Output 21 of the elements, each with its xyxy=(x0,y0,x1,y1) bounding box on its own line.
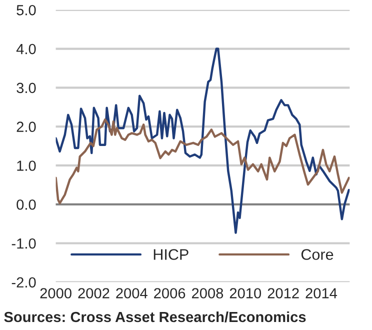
x-tick-label: 2012 xyxy=(268,288,299,298)
line-series xyxy=(56,48,350,234)
y-tick-label: -2.0 xyxy=(12,277,36,288)
x-tick-label: 2010 xyxy=(230,288,262,298)
y-tick-label: -1.0 xyxy=(12,238,36,249)
y-tick-label: 2.0 xyxy=(16,122,36,132)
y-tick-label: 5.0 xyxy=(16,5,36,16)
line-series xyxy=(56,118,350,204)
y-tick-label: 3.0 xyxy=(16,82,36,94)
legend-label: Core xyxy=(301,249,334,260)
y-tick-label: 1.0 xyxy=(17,160,36,171)
x-tick-label: 2004 xyxy=(116,288,148,298)
legend-label: HICP xyxy=(154,249,188,260)
y-tick-label: 0.0 xyxy=(16,199,36,210)
x-tick-label: 2014 xyxy=(306,288,338,298)
x-tick-label: 2008 xyxy=(192,288,224,298)
x-tick-label: 2000 xyxy=(40,288,72,298)
x-tick-label: 2006 xyxy=(154,288,186,298)
x-tick-label: 2002 xyxy=(78,288,110,298)
source-note: Sources: Cross Asset Research/Economics xyxy=(4,311,306,322)
y-tick-label: 4.0 xyxy=(16,44,36,54)
